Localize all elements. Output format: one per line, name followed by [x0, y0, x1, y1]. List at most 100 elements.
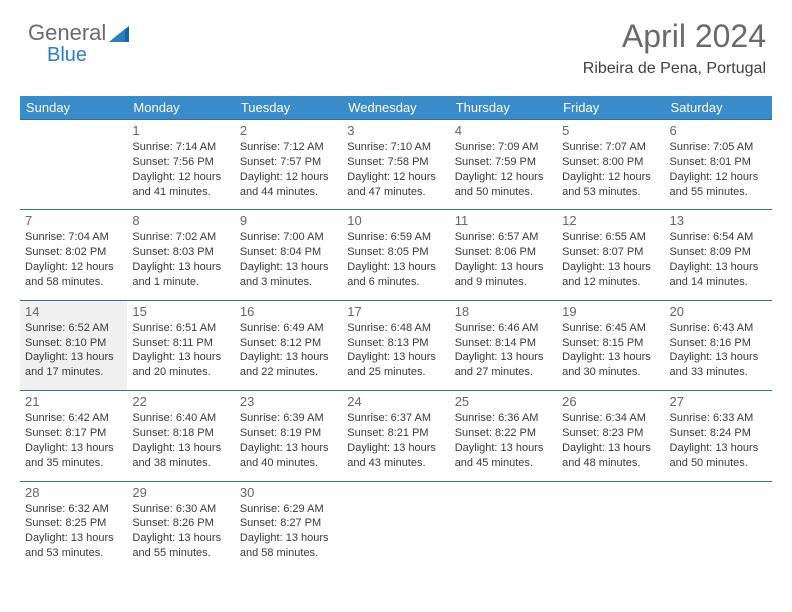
day-number: 29: [132, 485, 229, 500]
calendar-cell: 22Sunrise: 6:40 AMSunset: 8:18 PMDayligh…: [127, 391, 234, 481]
daylight-text: and 38 minutes.: [132, 456, 229, 471]
daylight-text: and 33 minutes.: [670, 365, 767, 380]
sunrise-text: Sunrise: 6:30 AM: [132, 502, 229, 517]
daylight-text: and 53 minutes.: [25, 546, 122, 561]
day-number: 14: [25, 304, 122, 319]
day-number: 24: [347, 394, 444, 409]
calendar-cell: 4Sunrise: 7:09 AMSunset: 7:59 PMDaylight…: [450, 120, 557, 210]
daylight-text: Daylight: 12 hours: [455, 170, 552, 185]
sunset-text: Sunset: 8:05 PM: [347, 245, 444, 260]
daylight-text: and 53 minutes.: [562, 185, 659, 200]
daylight-text: and 58 minutes.: [25, 275, 122, 290]
calendar-row: 7Sunrise: 7:04 AMSunset: 8:02 PMDaylight…: [20, 210, 772, 300]
calendar-cell: [342, 481, 449, 571]
sunset-text: Sunset: 7:58 PM: [347, 155, 444, 170]
sunrise-text: Sunrise: 6:40 AM: [132, 411, 229, 426]
sunset-text: Sunset: 8:14 PM: [455, 336, 552, 351]
sunset-text: Sunset: 8:19 PM: [240, 426, 337, 441]
calendar-cell: [450, 481, 557, 571]
daylight-text: Daylight: 13 hours: [132, 260, 229, 275]
sunset-text: Sunset: 8:01 PM: [670, 155, 767, 170]
sunset-text: Sunset: 8:10 PM: [25, 336, 122, 351]
dayname: Sunday: [20, 96, 127, 120]
day-number: 25: [455, 394, 552, 409]
calendar-cell: 29Sunrise: 6:30 AMSunset: 8:26 PMDayligh…: [127, 481, 234, 571]
daylight-text: Daylight: 13 hours: [670, 260, 767, 275]
calendar-cell: [557, 481, 664, 571]
sunset-text: Sunset: 8:13 PM: [347, 336, 444, 351]
daylight-text: and 43 minutes.: [347, 456, 444, 471]
sunrise-text: Sunrise: 7:10 AM: [347, 140, 444, 155]
day-number: 3: [347, 123, 444, 138]
dayname: Thursday: [450, 96, 557, 120]
calendar-cell: 24Sunrise: 6:37 AMSunset: 8:21 PMDayligh…: [342, 391, 449, 481]
sunrise-text: Sunrise: 7:02 AM: [132, 230, 229, 245]
dayname: Tuesday: [235, 96, 342, 120]
day-number: 23: [240, 394, 337, 409]
sunset-text: Sunset: 8:23 PM: [562, 426, 659, 441]
calendar-cell: 17Sunrise: 6:48 AMSunset: 8:13 PMDayligh…: [342, 300, 449, 390]
calendar-cell: 8Sunrise: 7:02 AMSunset: 8:03 PMDaylight…: [127, 210, 234, 300]
dayname: Wednesday: [342, 96, 449, 120]
daylight-text: and 22 minutes.: [240, 365, 337, 380]
day-number: 30: [240, 485, 337, 500]
daylight-text: and 27 minutes.: [455, 365, 552, 380]
day-number: 5: [562, 123, 659, 138]
sunset-text: Sunset: 8:16 PM: [670, 336, 767, 351]
daylight-text: Daylight: 13 hours: [562, 260, 659, 275]
sunrise-text: Sunrise: 6:34 AM: [562, 411, 659, 426]
calendar-cell: 3Sunrise: 7:10 AMSunset: 7:58 PMDaylight…: [342, 120, 449, 210]
calendar-row: 1 Sunrise: 7:14 AMSunset: 7:56 PM Daylight…: [20, 120, 772, 210]
sunset-text: Sunset: 8:17 PM: [25, 426, 122, 441]
daylight-text: and 30 minutes.: [562, 365, 659, 380]
sunrise-text: Sunrise: 6:33 AM: [670, 411, 767, 426]
sunset-text: Sunset: 8:26 PM: [132, 516, 229, 531]
location-label: Ribeira de Pena, Portugal: [583, 60, 766, 78]
day-number: 27: [670, 394, 767, 409]
sunset-text: Sunset: 7:59 PM: [455, 155, 552, 170]
calendar-cell: 18 Sunrise: 6:46 AMSunset: 8:14 PMDayligh…: [450, 300, 557, 390]
calendar-cell: 1Sunrise: 7:14 AMSunset: 7:56 PMDaylight…: [127, 120, 234, 210]
calendar-cell: 7Sunrise: 7:04 AMSunset: 8:02 PMDaylight…: [20, 210, 127, 300]
day-number: 26: [562, 394, 659, 409]
sunset-text: Sunset: 7:57 PM: [240, 155, 337, 170]
sunrise-text: Sunrise: 6:45 AM: [562, 321, 659, 336]
sunrise-text: Sunrise: 6:52 AM: [25, 321, 122, 336]
daylight-text: Daylight: 13 hours: [455, 350, 552, 365]
sunrise-text: Sunrise: 7:14 AM: [132, 140, 229, 155]
daylight-text: Daylight: 12 hours: [240, 170, 337, 185]
daylight-text: Daylight: 13 hours: [455, 441, 552, 456]
dayname: Monday: [127, 96, 234, 120]
calendar-cell: 30Sunrise: 6:29 AMSunset: 8:27 PMDayligh…: [235, 481, 342, 571]
daylight-text: Daylight: 13 hours: [347, 350, 444, 365]
daylight-text: Daylight: 13 hours: [240, 260, 337, 275]
logo-text-2: Blue: [47, 44, 87, 67]
calendar-cell: 27Sunrise: 6:33 AMSunset: 8:24 PMDayligh…: [665, 391, 772, 481]
sunrise-text: Sunrise: 7:09 AM: [455, 140, 552, 155]
sunset-text: Sunset: 8:15 PM: [562, 336, 659, 351]
calendar-cell: [665, 481, 772, 571]
day-number: 17: [347, 304, 444, 319]
day-number: 22: [132, 394, 229, 409]
daylight-text: and 58 minutes.: [240, 546, 337, 561]
day-number: 9: [240, 213, 337, 228]
daylight-text: Daylight: 12 hours: [670, 170, 767, 185]
day-number: 18: [455, 304, 552, 319]
day-number: 1: [132, 123, 229, 138]
sunrise-text: Sunrise: 6:46 AM: [455, 321, 552, 336]
daylight-text: Daylight: 13 hours: [25, 531, 122, 546]
daylight-text: Daylight: 13 hours: [132, 441, 229, 456]
sunset-text: Sunset: 8:21 PM: [347, 426, 444, 441]
sunset-text: Sunset: 8:06 PM: [455, 245, 552, 260]
sunset-text: Sunset: 8:07 PM: [562, 245, 659, 260]
calendar-cell: 28Sunrise: 6:32 AMSunset: 8:25 PMDayligh…: [20, 481, 127, 571]
calendar-cell: 14Sunrise: 6:52 AMSunset: 8:10 PMDayligh…: [20, 300, 127, 390]
sunset-text: Sunset: 7:56 PM: [132, 155, 229, 170]
daylight-text: Daylight: 13 hours: [670, 350, 767, 365]
calendar-cell: 25Sunrise: 6:36 AMSunset: 8:22 PMDayligh…: [450, 391, 557, 481]
daylight-text: Daylight: 13 hours: [240, 350, 337, 365]
sunrise-text: Sunrise: 6:43 AM: [670, 321, 767, 336]
sunset-text: Sunset: 8:04 PM: [240, 245, 337, 260]
calendar-table: Sunday Monday Tuesday Wednesday Thursday…: [20, 96, 772, 571]
day-number: 19: [562, 304, 659, 319]
